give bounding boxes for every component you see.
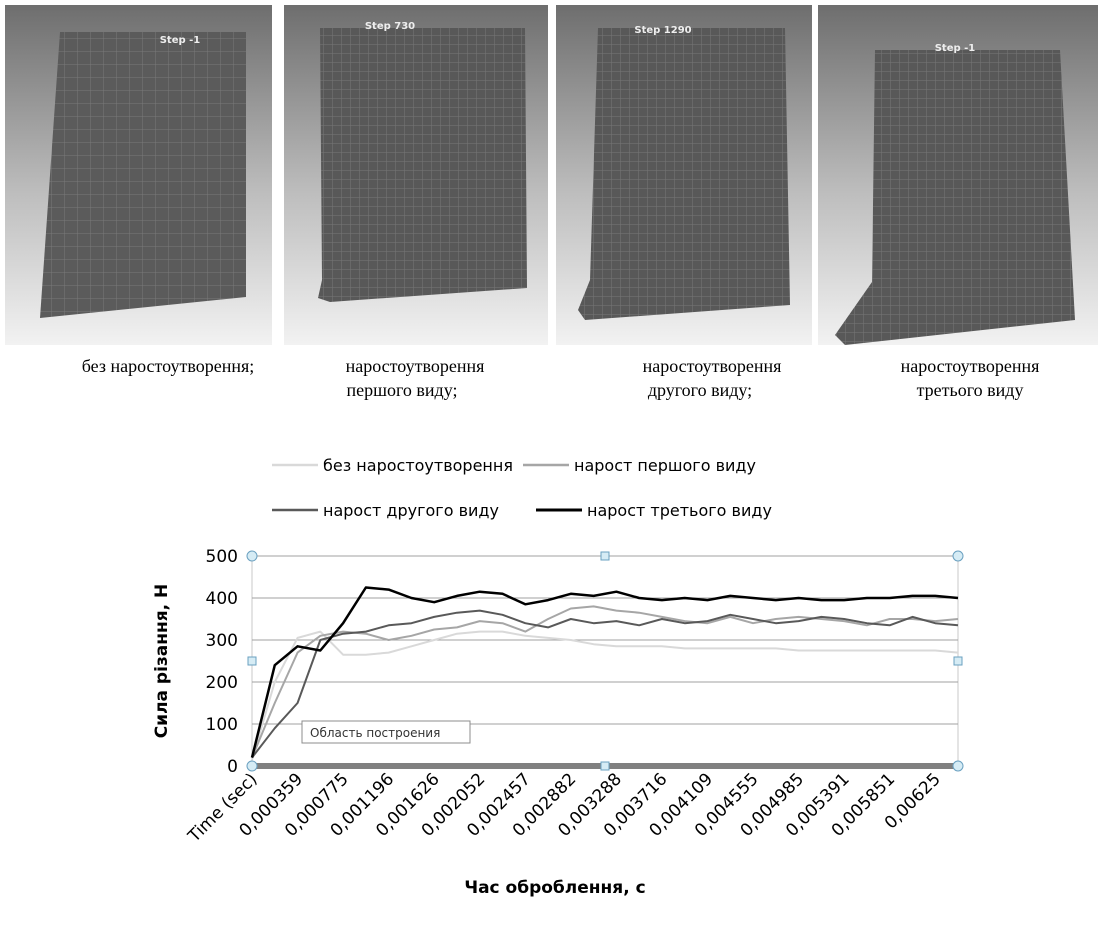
y-tick-label: 500 [206,547,238,567]
selection-handle [953,551,963,561]
step-label: Step -1 [160,35,201,46]
selection-handle [248,657,256,665]
caption: наростоутворення [901,356,1040,376]
step-label: Step 730 [365,21,415,32]
y-tick-label: 400 [206,589,238,609]
step-label: Step 1290 [634,25,691,36]
caption: без наростоутворення; [82,356,255,376]
legend-label: нарост першого виду [574,456,756,475]
selection-handle [247,761,257,771]
tooltip: Область построения [310,726,440,740]
y-tick-label: 200 [206,673,238,693]
selection-handle [954,657,962,665]
mesh [318,28,527,302]
x-axis-title: Час оброблення, с [464,878,645,898]
legend-label: без наростоутворення [323,456,513,475]
mesh [578,28,790,320]
step-label: Step -1 [935,43,976,54]
selection-handle [247,551,257,561]
selection-handle [601,762,609,770]
simulation-images: Step -1 Step 730 Step 1290 Step -1 без н… [5,5,1098,400]
caption: першого виду; [347,380,458,400]
y-axis-title: Сила різання, Н [152,584,172,739]
selection-handle [601,552,609,560]
y-tick-label: 0 [227,757,238,777]
caption: другого виду; [648,380,752,400]
caption: третього виду [917,380,1024,400]
y-tick-label: 100 [206,715,238,735]
page: Step -1 Step 730 Step 1290 Step -1 без н… [0,0,1103,928]
mesh [40,32,246,318]
chart: Час оброблення, с Сила різання, Н 0 100 20… [152,456,963,898]
caption: наростоутворення [643,356,782,376]
legend-label: нарост третього виду [587,501,772,520]
legend-label: нарост другого виду [323,501,499,520]
y-tick-label: 300 [206,631,238,651]
selection-handle [953,761,963,771]
caption: наростоутворення [346,356,485,376]
